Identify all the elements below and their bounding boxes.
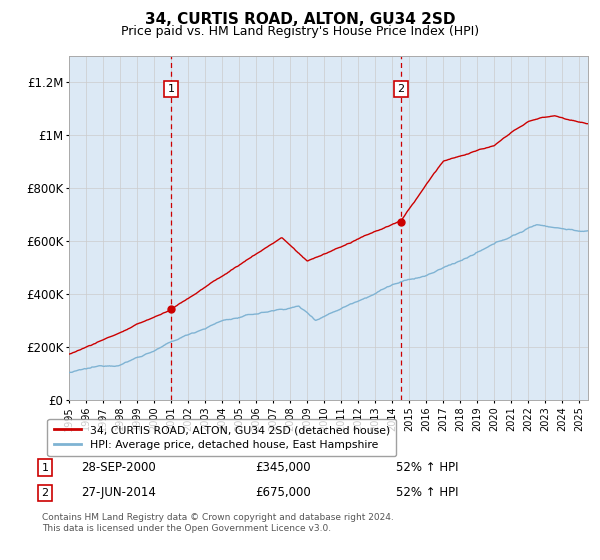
Legend: 34, CURTIS ROAD, ALTON, GU34 2SD (detached house), HPI: Average price, detached : 34, CURTIS ROAD, ALTON, GU34 2SD (detach… [47, 419, 397, 456]
Text: 27-JUN-2014: 27-JUN-2014 [81, 486, 156, 500]
Text: 34, CURTIS ROAD, ALTON, GU34 2SD: 34, CURTIS ROAD, ALTON, GU34 2SD [145, 12, 455, 27]
Text: £675,000: £675,000 [255, 486, 311, 500]
Text: Contains HM Land Registry data © Crown copyright and database right 2024.: Contains HM Land Registry data © Crown c… [42, 513, 394, 522]
Text: 2: 2 [41, 488, 49, 498]
Text: 52% ↑ HPI: 52% ↑ HPI [396, 461, 458, 474]
Text: 1: 1 [167, 84, 175, 94]
Text: 52% ↑ HPI: 52% ↑ HPI [396, 486, 458, 500]
Text: This data is licensed under the Open Government Licence v3.0.: This data is licensed under the Open Gov… [42, 524, 331, 533]
Text: 28-SEP-2000: 28-SEP-2000 [81, 461, 156, 474]
Text: £345,000: £345,000 [255, 461, 311, 474]
Text: Price paid vs. HM Land Registry's House Price Index (HPI): Price paid vs. HM Land Registry's House … [121, 25, 479, 38]
Text: 1: 1 [41, 463, 49, 473]
Text: 2: 2 [397, 84, 404, 94]
